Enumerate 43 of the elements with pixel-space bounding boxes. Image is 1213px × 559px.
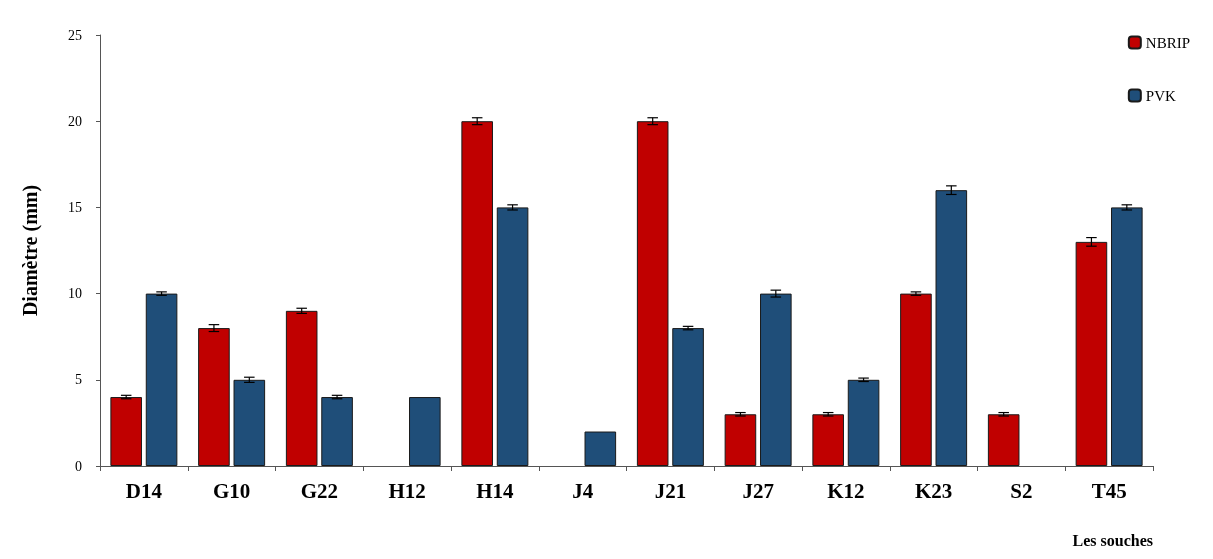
y-axis-title: Diamètre (mm) [19,184,42,317]
y-tick-label: 20 [68,113,82,129]
x-tick-label: K23 [914,478,953,503]
bar [233,379,266,466]
bar [987,414,1020,466]
x-tick-label: S2 [1010,478,1033,503]
bar [145,293,178,466]
bar [724,414,757,466]
bar [812,414,844,466]
bar [110,397,142,466]
x-tick-label: H14 [476,478,515,503]
y-tick-label: 25 [68,27,82,43]
x-tick-label: J4 [572,478,594,503]
bar [935,190,968,466]
bar [760,293,792,466]
x-axis-title: Les souches [1072,531,1153,549]
y-tick-label: 5 [75,372,82,388]
y-tick-label: 0 [75,458,82,474]
bar [496,207,529,466]
y-tick-label: 10 [68,286,82,302]
bar [636,121,669,466]
bar [1111,207,1143,466]
bar [900,293,932,466]
x-tick-label: H12 [388,478,426,503]
y-tick-label: 15 [68,199,82,215]
bar [321,397,353,466]
x-tick-label: T45 [1091,478,1127,503]
bar [584,431,617,466]
legend-label: NBRIP [1145,34,1191,51]
bar [847,379,880,466]
legend-label: PVK [1145,87,1176,104]
x-tick-label: J21 [654,478,687,503]
bar [461,121,493,466]
x-tick-label: G22 [300,478,339,503]
bar [672,328,704,466]
x-tick-label: D14 [125,478,163,503]
bar [1075,241,1108,466]
x-tick-label: G10 [212,478,251,503]
bar [285,310,318,466]
bar [198,328,230,466]
bar [409,397,441,466]
x-tick-label: J27 [742,478,774,503]
x-tick-label: K12 [827,478,865,503]
